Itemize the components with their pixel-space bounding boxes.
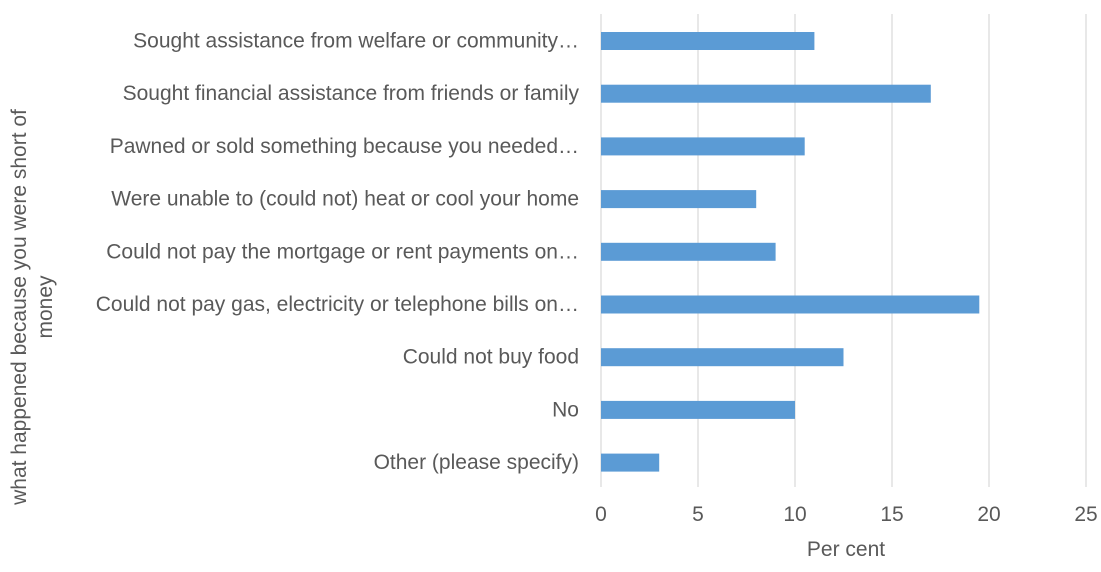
category-label-8: Other (please specify) bbox=[374, 451, 579, 474]
x-tick-label-20: 20 bbox=[977, 503, 1000, 526]
category-labels: Sought assistance from welfare or commun… bbox=[96, 30, 580, 475]
category-label-7: No bbox=[552, 398, 579, 421]
x-tick-label-0: 0 bbox=[595, 503, 607, 526]
x-tick-label-10: 10 bbox=[783, 503, 806, 526]
category-label-6: Could not buy food bbox=[403, 346, 579, 369]
category-label-0: Sought assistance from welfare or commun… bbox=[133, 30, 579, 53]
bar-4 bbox=[601, 242, 776, 261]
category-label-5: Could not pay gas, electricity or teleph… bbox=[96, 293, 579, 316]
category-label-2: Pawned or sold something because you nee… bbox=[110, 135, 579, 158]
bar-7 bbox=[601, 400, 795, 419]
x-axis-title: Per cent bbox=[807, 538, 885, 561]
bar-6 bbox=[601, 348, 844, 367]
x-tick-labels: 0 5 10 15 20 25 bbox=[595, 503, 1098, 526]
bar-8 bbox=[601, 453, 660, 472]
bar-1 bbox=[601, 84, 931, 103]
category-label-4: Could not pay the mortgage or rent payme… bbox=[106, 240, 579, 263]
bar-0 bbox=[601, 32, 815, 50]
bars bbox=[601, 32, 980, 472]
bar-3 bbox=[601, 190, 757, 209]
bar-5 bbox=[601, 295, 980, 314]
y-axis-title-line-1: money bbox=[34, 275, 57, 339]
bar-2 bbox=[601, 137, 805, 156]
y-axis-title-line-0: what happened because you were short of bbox=[8, 109, 31, 506]
x-tick-label-15: 15 bbox=[880, 503, 903, 526]
x-tick-label-5: 5 bbox=[692, 503, 704, 526]
y-axis-title: what happened because you were short of m… bbox=[8, 109, 57, 506]
category-label-1: Sought financial assistance from friends… bbox=[123, 82, 580, 105]
x-tick-label-25: 25 bbox=[1074, 503, 1097, 526]
category-label-3: Were unable to (could not) heat or cool … bbox=[111, 188, 579, 211]
